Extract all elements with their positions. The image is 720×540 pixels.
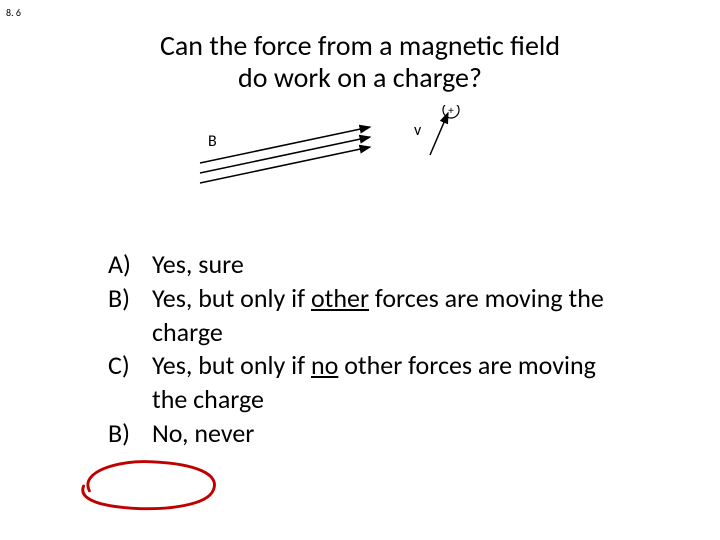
title: Can the force from a magnetic field do w…: [0, 30, 720, 94]
title-line-2: do work on a charge?: [238, 60, 482, 95]
title-line-1: Can the force from a magnetic field: [160, 28, 560, 63]
field-lines: [200, 127, 370, 183]
answer-c: C) Yes, but only if no other forces are …: [108, 349, 628, 417]
answer-list: A) Yes, sure B) Yes, but only if other f…: [108, 248, 628, 451]
answer-letter: C): [108, 349, 152, 417]
field-diagram: +: [170, 105, 490, 195]
plus-icon: +: [448, 105, 454, 117]
b-label: B: [208, 132, 217, 151]
answer-text: Yes, sure: [152, 248, 628, 282]
answer-b: B) Yes, but only if other forces are mov…: [108, 282, 628, 350]
circled-answer-mark: [70, 456, 225, 516]
answer-a: A) Yes, sure: [108, 248, 628, 282]
answer-letter: B): [108, 417, 152, 451]
answer-d: B) No, never: [108, 417, 628, 451]
velocity-arrow: [430, 113, 448, 155]
answer-letter: B): [108, 282, 152, 350]
answer-letter: A): [108, 248, 152, 282]
answer-text: No, never: [152, 417, 628, 451]
v-label: v: [414, 121, 421, 140]
slide-number: 8. 6: [6, 6, 21, 19]
answer-text: Yes, but only if other forces are moving…: [152, 282, 628, 350]
answer-text: Yes, but only if no other forces are mov…: [152, 349, 628, 417]
